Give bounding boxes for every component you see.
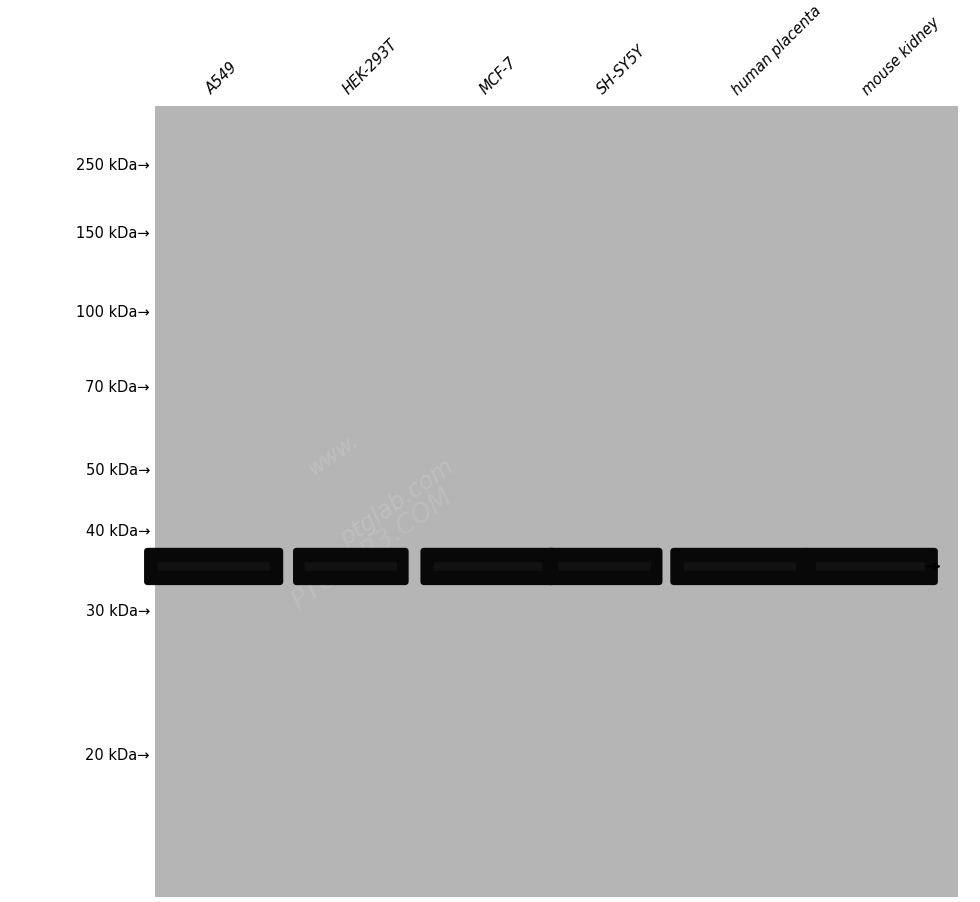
FancyBboxPatch shape	[815, 563, 925, 571]
Text: 150 kDa→: 150 kDa→	[76, 226, 150, 241]
FancyBboxPatch shape	[547, 548, 662, 585]
FancyBboxPatch shape	[144, 548, 283, 585]
FancyBboxPatch shape	[670, 548, 809, 585]
Text: ptglab.com: ptglab.com	[335, 454, 459, 550]
FancyBboxPatch shape	[433, 563, 543, 571]
FancyBboxPatch shape	[420, 548, 556, 585]
FancyBboxPatch shape	[803, 548, 938, 585]
Text: 30 kDa→: 30 kDa→	[85, 603, 150, 619]
Text: 70 kDa→: 70 kDa→	[85, 380, 150, 395]
Text: www.: www.	[304, 430, 363, 479]
Text: mouse kidney: mouse kidney	[859, 14, 943, 97]
Text: 40 kDa→: 40 kDa→	[85, 524, 150, 538]
Text: SH-SY5Y: SH-SY5Y	[594, 43, 649, 97]
FancyBboxPatch shape	[305, 563, 397, 571]
Text: 250 kDa→: 250 kDa→	[76, 158, 150, 173]
FancyBboxPatch shape	[158, 563, 270, 571]
Text: 50 kDa→: 50 kDa→	[85, 463, 150, 478]
Text: 100 kDa→: 100 kDa→	[76, 305, 150, 319]
FancyBboxPatch shape	[293, 548, 409, 585]
FancyBboxPatch shape	[559, 563, 651, 571]
Text: 20 kDa→: 20 kDa→	[85, 748, 150, 762]
FancyBboxPatch shape	[684, 563, 796, 571]
Text: A549: A549	[203, 60, 240, 97]
Text: PTGLAB3.COM: PTGLAB3.COM	[287, 484, 458, 614]
Text: human placenta: human placenta	[729, 3, 824, 97]
Text: HEK-293T: HEK-293T	[340, 37, 401, 97]
Bar	[155, 106, 958, 897]
Text: MCF-7: MCF-7	[477, 55, 519, 97]
